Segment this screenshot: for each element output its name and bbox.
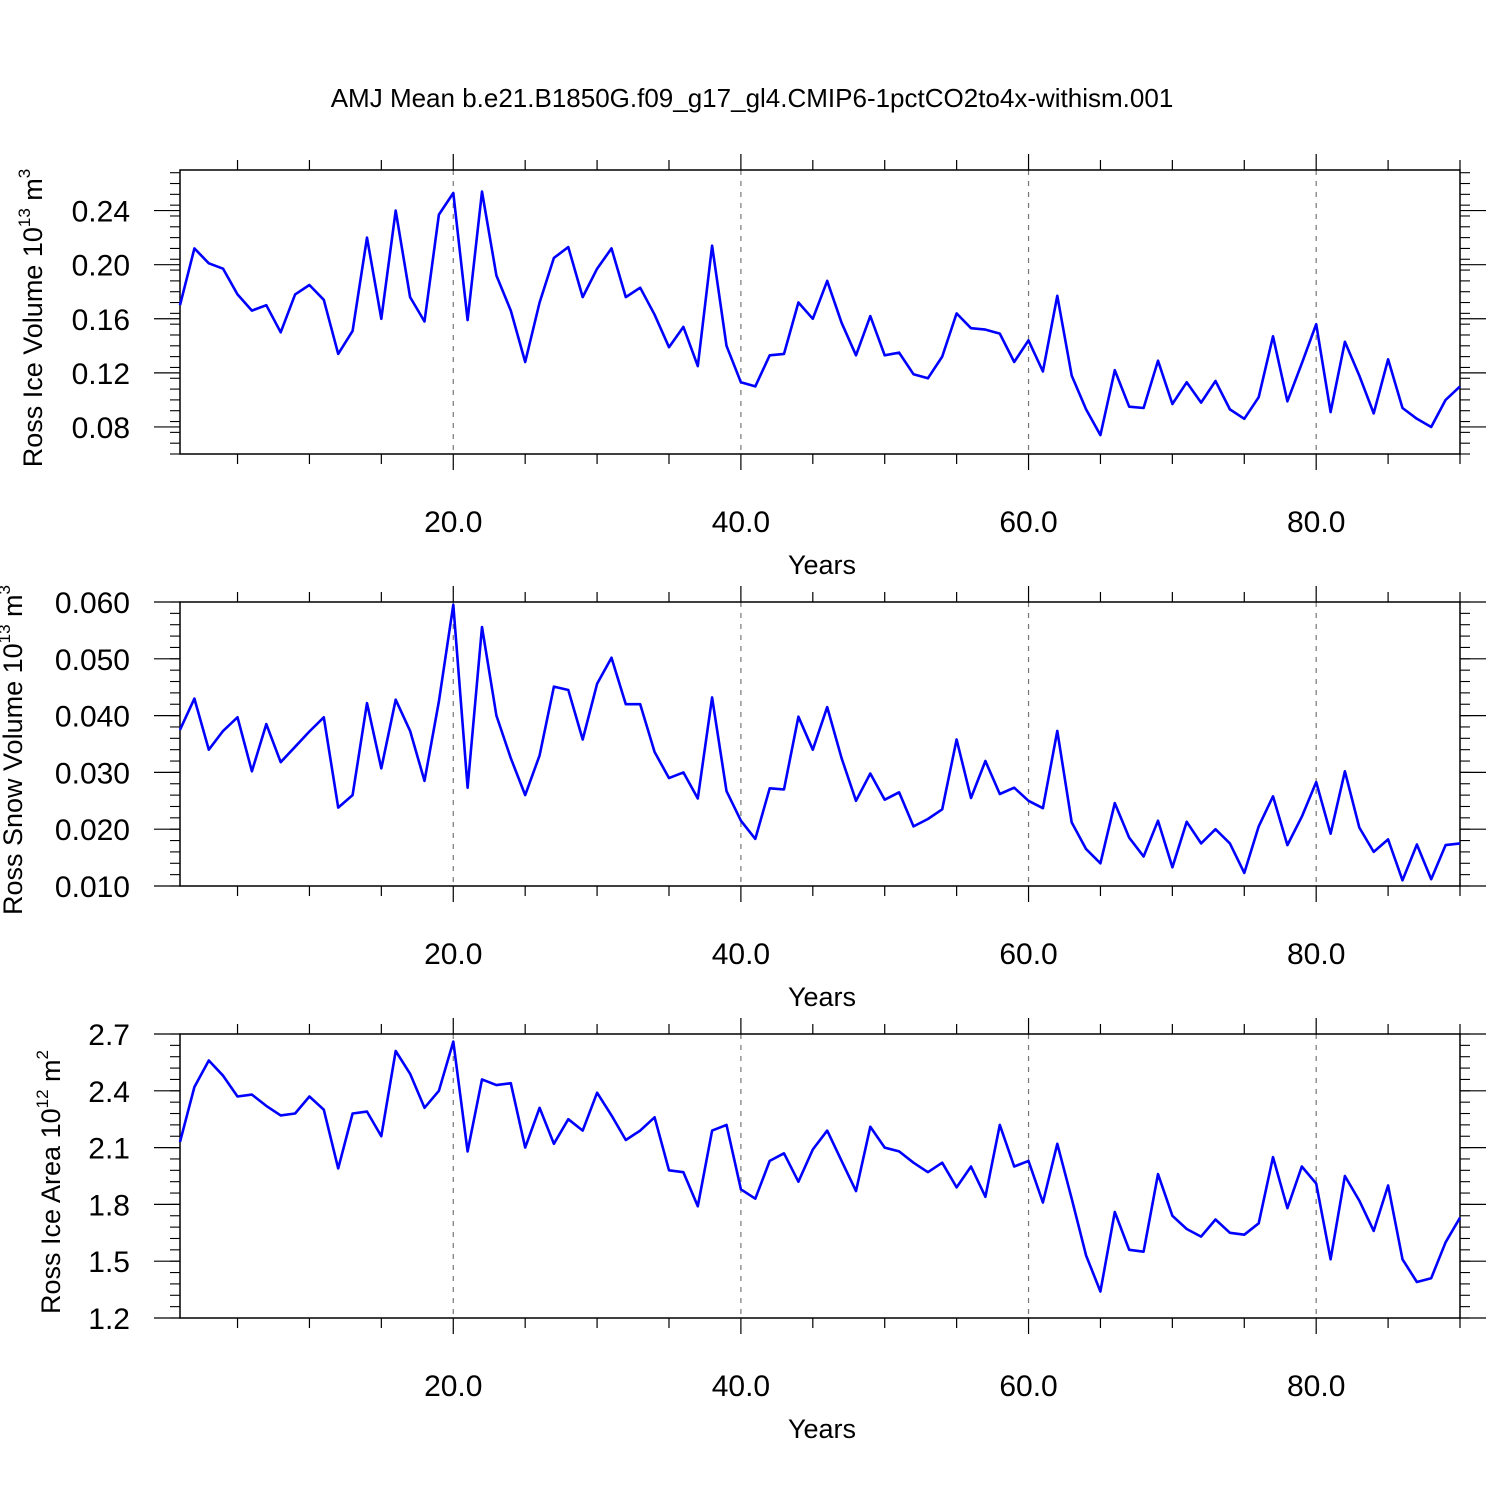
x-tick-label: 80.0: [1287, 1370, 1345, 1403]
plot-frame: [179, 169, 1461, 455]
y-tick-label: 0.24: [72, 196, 130, 229]
y-axis-title: Ross Ice Volume 1013 m3: [15, 169, 48, 468]
y-tick-label: 0.010: [55, 871, 130, 904]
series-line: [178, 603, 1461, 882]
x-tick-label: 40.0: [712, 1370, 770, 1403]
y-tick-label: 0.060: [55, 587, 130, 620]
y-tick-label: 0.040: [55, 701, 130, 734]
panel-1: 20.0 40.0 60.0 80.0 0.08 0.12 0.16 0.20 0.24 Year…: [15, 154, 1486, 580]
x-tick-label: 40.0: [712, 938, 770, 971]
x-tick-label: 20.0: [424, 1370, 482, 1403]
x-tick-label: 60.0: [999, 506, 1057, 539]
y-tick-label: 0.12: [72, 358, 130, 391]
x-tick-label: 80.0: [1287, 938, 1345, 971]
y-tick-label: 1.8: [88, 1189, 130, 1222]
panel-3: 20.0 40.0 60.0 80.0 1.2 1.5 1.8 2.1 2.4 2.7 Years R…: [33, 1018, 1486, 1444]
plot-frame: [179, 601, 1461, 887]
y-tick-label: 0.050: [55, 644, 130, 677]
y-tick-label: 0.16: [72, 304, 130, 337]
x-tick-label: 60.0: [999, 1370, 1057, 1403]
y-tick-label: 1.2: [88, 1303, 130, 1336]
y-tick-label: 0.030: [55, 757, 130, 790]
panel-2: 20.0 40.0 60.0 80.0 0.010 0.020 0.030 0.040 0.05…: [0, 585, 1486, 1012]
main-title: AMJ Mean b.e21.B1850G.f09_g17_gl4.CMIP6-…: [331, 83, 1174, 113]
x-axis-title: Years: [788, 550, 856, 580]
y-tick-label: 0.08: [72, 412, 130, 445]
x-tick-label: 20.0: [424, 938, 482, 971]
y-tick-label: 0.020: [55, 814, 130, 847]
x-tick-label: 60.0: [999, 938, 1057, 971]
x-tick-label: 80.0: [1287, 506, 1345, 539]
y-tick-label: 1.5: [88, 1246, 130, 1279]
y-axis-title: Ross Snow Volume 1013 m3: [0, 585, 28, 915]
x-axis-title: Years: [788, 1414, 856, 1444]
y-axis-title: Ross Ice Area 1012 m2: [33, 1050, 66, 1314]
x-axis-title: Years: [788, 982, 856, 1012]
y-tick-label: 0.20: [72, 250, 130, 283]
x-tick-label: 20.0: [424, 506, 482, 539]
series-line: [178, 190, 1461, 437]
series-line: [178, 1040, 1462, 1293]
y-tick-label: 2.1: [88, 1133, 130, 1166]
x-tick-label: 40.0: [712, 506, 770, 539]
y-tick-label: 2.4: [88, 1076, 130, 1109]
y-tick-label: 2.7: [88, 1019, 130, 1052]
plot-frame: [179, 1033, 1461, 1319]
